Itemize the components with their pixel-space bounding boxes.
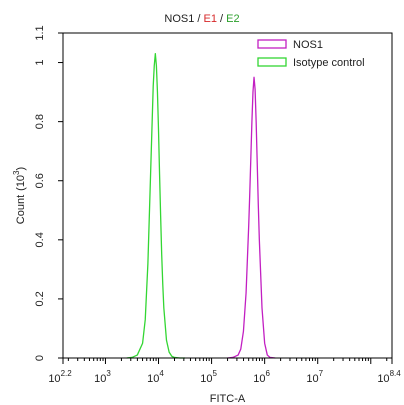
- chart-title-part: /: [217, 13, 226, 25]
- y-tick-label: 1.1: [34, 25, 46, 40]
- x-tick-label: 107: [306, 369, 323, 385]
- y-tick-label: 0.6: [34, 173, 46, 188]
- chart-title-part: E1: [204, 13, 217, 25]
- y-axis-label: Count (103): [12, 167, 27, 224]
- x-tick-exponent: 5: [212, 369, 217, 378]
- x-axis-label: FITC-A: [210, 393, 246, 405]
- x-tick-exponent: 4: [159, 369, 164, 378]
- x-tick-label: 103: [94, 369, 111, 385]
- x-tick-exponent: 3: [106, 369, 111, 378]
- x-tick-base: 10: [377, 373, 389, 385]
- plot-frame-border: [62, 32, 393, 359]
- x-tick-base: 10: [200, 373, 212, 385]
- x-tick-label: 108.4: [377, 369, 401, 385]
- y-tick-label: 0: [34, 355, 46, 361]
- chart-title-part: E2: [226, 13, 239, 25]
- chart-title-text: NOS1 / E1 / E2: [164, 13, 239, 25]
- legend-swatch: [257, 57, 287, 67]
- x-tick-base: 10: [306, 373, 318, 385]
- y-axis-unit-suffix: ): [15, 167, 27, 171]
- x-tick-label: 105: [200, 369, 217, 385]
- x-tick-base: 10: [48, 373, 60, 385]
- y-axis-label-text: Count: [15, 195, 27, 224]
- plot-frame: [62, 32, 393, 359]
- legend-label: Isotype control: [293, 57, 365, 69]
- x-tick-exponent: 7: [319, 369, 324, 378]
- y-tick-label: 1: [34, 59, 46, 65]
- y-tick-label: 0.8: [34, 114, 46, 129]
- x-axis-label-group: FITC-A: [210, 393, 246, 405]
- y-axis-ticks: 0 0.2 0.4 0.6 0.8 1 1.1: [34, 25, 63, 361]
- x-tick-exponent: 8.4: [390, 369, 402, 378]
- y-axis-label-group: Count (103): [12, 167, 27, 224]
- x-tick-base: 10: [94, 373, 106, 385]
- series-curve-nos1: [227, 76, 276, 359]
- x-tick-exponent: 2.2: [61, 369, 73, 378]
- legend: NOS1 Isotype control: [257, 39, 365, 69]
- chart-title-part: /: [194, 13, 203, 25]
- y-axis-unit-prefix: (10: [15, 175, 27, 191]
- y-axis-unit-exponent: 3: [12, 170, 21, 175]
- legend-label: NOS1: [293, 39, 323, 51]
- x-tick-label: 104: [147, 369, 164, 385]
- x-tick-label: 106: [253, 369, 270, 385]
- x-tick-base: 10: [147, 373, 159, 385]
- x-axis-ticks: 102.2 103 104 105 106 107 108.4: [48, 358, 401, 385]
- chart-title: NOS1 / E1 / E2: [164, 13, 239, 25]
- series-curve-isotype-control: [126, 53, 186, 359]
- x-tick-label: 102.2: [48, 369, 72, 385]
- x-tick-base: 10: [253, 373, 265, 385]
- chart-title-part: NOS1: [164, 13, 194, 25]
- legend-swatch: [257, 39, 287, 49]
- y-tick-label: 0.2: [34, 291, 46, 306]
- y-tick-label: 0.4: [34, 232, 46, 247]
- x-tick-exponent: 6: [266, 369, 271, 378]
- series-curves: [126, 53, 276, 359]
